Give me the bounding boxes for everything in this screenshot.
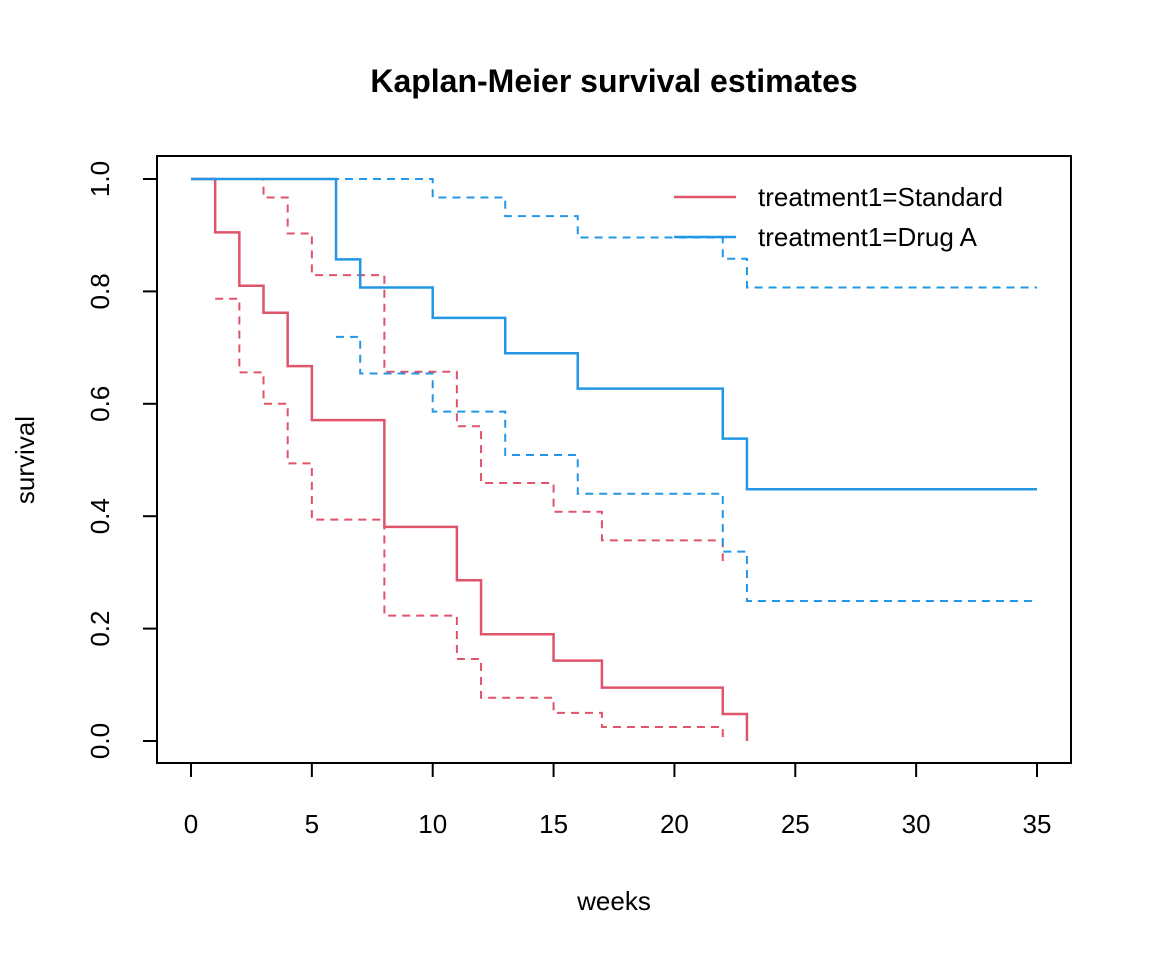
x-tick-label: 30 xyxy=(902,809,931,839)
legend-label-0: treatment1=Standard xyxy=(758,182,1003,212)
series-1-ci-upper xyxy=(191,178,1037,289)
y-axis: 0.0 0.2 0.4 0.6 0.8 1.0 xyxy=(85,161,158,759)
chart-title: Kaplan-Meier survival estimates xyxy=(370,63,857,99)
x-tick-label: 5 xyxy=(305,809,319,839)
series-0-ci-lower xyxy=(215,297,724,739)
legend-label-1: treatment1=Drug A xyxy=(758,222,978,252)
y-tick-label: 0.6 xyxy=(85,386,115,422)
y-tick-label: 0.8 xyxy=(85,273,115,309)
x-tick-label: 35 xyxy=(1023,809,1052,839)
series-0-estimate xyxy=(191,177,749,741)
series-0-ci-upper xyxy=(215,178,724,562)
series-1-estimate xyxy=(191,177,1037,491)
series-layer xyxy=(191,177,1037,741)
x-tick-label: 15 xyxy=(539,809,568,839)
legend: treatment1=Standard treatment1=Drug A xyxy=(674,182,1003,252)
y-axis-title: survival xyxy=(10,416,40,504)
x-tick-label: 25 xyxy=(781,809,810,839)
series-1-ci-lower xyxy=(336,335,1037,603)
y-tick-label: 0.2 xyxy=(85,611,115,647)
x-tick-label: 0 xyxy=(184,809,198,839)
y-tick-label: 0.4 xyxy=(85,498,115,534)
x-axis: 0 5 10 15 20 25 30 35 xyxy=(184,762,1052,839)
y-tick-label: 1.0 xyxy=(85,161,115,197)
x-axis-title: weeks xyxy=(576,886,651,916)
x-tick-label: 20 xyxy=(660,809,689,839)
y-tick-label: 0.0 xyxy=(85,723,115,759)
x-tick-label: 10 xyxy=(418,809,447,839)
